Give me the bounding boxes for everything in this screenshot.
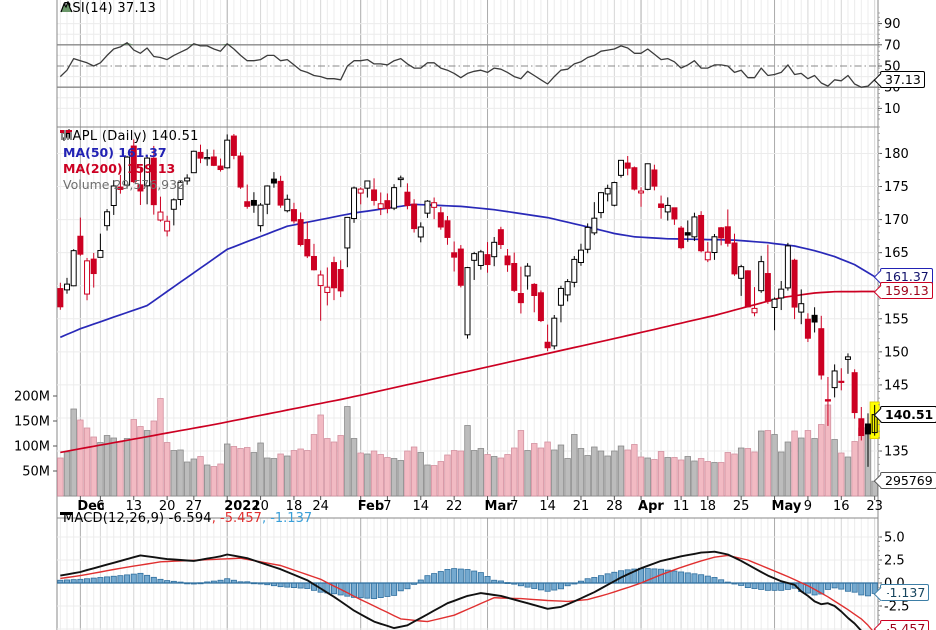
ma200-value-callout: 159.13 [874, 282, 933, 300]
svg-text:-2.5: -2.5 [884, 600, 909, 615]
svg-text:7: 7 [383, 499, 391, 514]
svg-text:24: 24 [312, 499, 329, 514]
svg-text:Feb: Feb [358, 499, 384, 514]
svg-text:22: 22 [446, 499, 463, 514]
svg-text:2022: 2022 [224, 499, 260, 514]
macd-legend: MACD(12,26,9) -6.594, -5.457, -1.137 [60, 511, 312, 527]
svg-text:5.0: 5.0 [884, 531, 905, 546]
svg-text:27: 27 [186, 499, 203, 514]
svg-text:13: 13 [125, 499, 142, 514]
svg-text:10: 10 [884, 102, 901, 117]
svg-text:70: 70 [884, 38, 901, 53]
svg-text:18: 18 [700, 499, 717, 514]
svg-text:21: 21 [573, 499, 590, 514]
last-price-callout: 140.51 [874, 405, 936, 423]
svg-text:May: May [772, 499, 802, 514]
svg-text:9: 9 [804, 499, 812, 514]
svg-text:28: 28 [606, 499, 623, 514]
macd-hist-value: , -1.137 [261, 511, 313, 526]
svg-text:23: 23 [866, 499, 883, 514]
svg-text:165: 165 [884, 246, 909, 261]
svg-text:11: 11 [673, 499, 690, 514]
svg-text:14: 14 [539, 499, 556, 514]
svg-text:175: 175 [884, 180, 909, 195]
symbol-title: AAPL (Daily) 140.51 [63, 129, 199, 144]
svg-text:7: 7 [510, 499, 518, 514]
price-legend: AAPL (Daily) 140.51 MA(50) 161.37 MA(200… [60, 129, 199, 193]
svg-text:180: 180 [884, 147, 909, 162]
svg-text:155: 155 [884, 312, 909, 327]
volume-value-callout: 295769 [874, 472, 936, 490]
svg-text:150M: 150M [14, 415, 50, 430]
svg-text:18: 18 [286, 499, 303, 514]
svg-text:20: 20 [159, 499, 176, 514]
svg-text:90: 90 [884, 17, 901, 32]
svg-text:100M: 100M [14, 440, 50, 455]
macd-hist-callout: -1.137 [874, 584, 930, 602]
svg-text:14: 14 [413, 499, 430, 514]
macd-signal-callout: -5.457 [874, 620, 930, 630]
rsi-legend-label: RSI(14) 37.13 [63, 1, 157, 16]
rsi-legend: RSI(14) 37.13 [60, 1, 156, 17]
svg-text:Mar: Mar [485, 499, 514, 514]
svg-text:Dec: Dec [77, 499, 104, 514]
ma50-legend-label: MA(50) 161.37 [63, 145, 167, 160]
svg-text:16: 16 [833, 499, 850, 514]
svg-text:10: 10 [252, 499, 269, 514]
svg-text:6: 6 [96, 499, 104, 514]
svg-text:200M: 200M [14, 390, 50, 405]
svg-text:25: 25 [733, 499, 750, 514]
volume-legend-label: Volume 29,576,932 [63, 177, 186, 192]
macd-signal-value: , -5.457 [211, 511, 262, 526]
svg-text:145: 145 [884, 378, 909, 393]
rsi-value-callout: 37.13 [874, 70, 925, 88]
ma200-legend-label: MA(200) 159.13 [63, 161, 176, 176]
svg-text:150: 150 [884, 345, 909, 360]
svg-text:50M: 50M [22, 465, 50, 480]
svg-text:2.5: 2.5 [884, 554, 905, 569]
svg-text:Apr: Apr [638, 499, 664, 514]
macd-legend-label: MACD(12,26,9) -6.594 [63, 511, 212, 526]
svg-text:170: 170 [884, 213, 909, 228]
svg-text:135: 135 [884, 445, 909, 460]
